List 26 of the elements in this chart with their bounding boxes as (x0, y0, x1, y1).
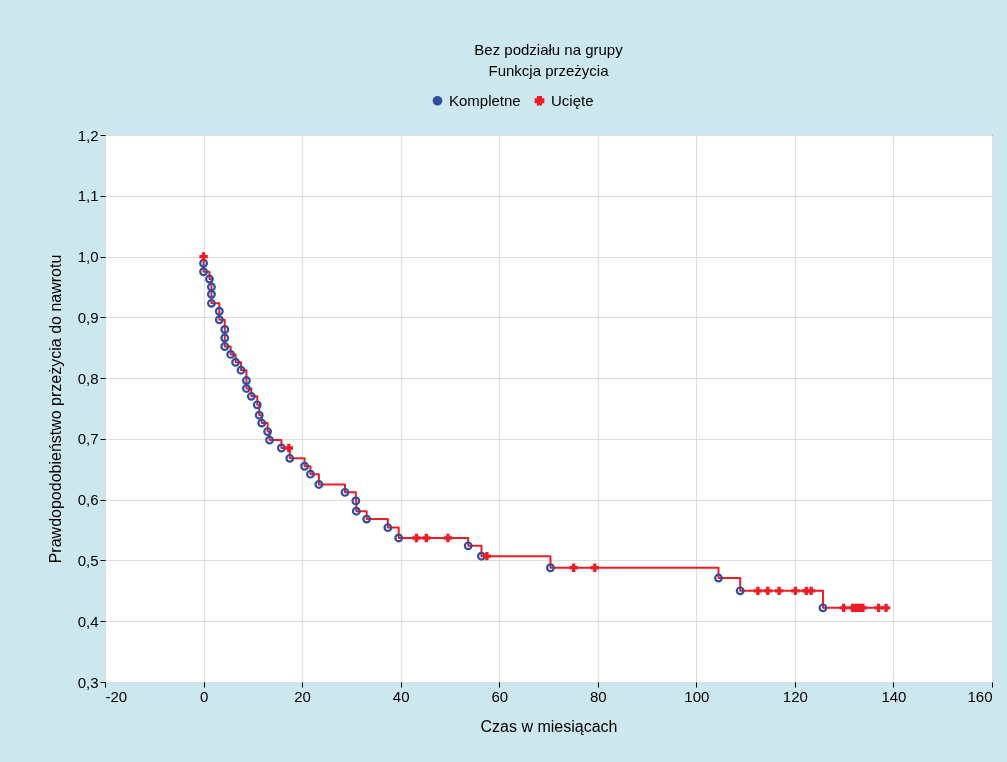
x-tick-label: 20 (294, 687, 311, 705)
y-tick-label: 0,7 (77, 430, 99, 448)
x-tick-label: 140 (881, 687, 907, 705)
y-tick-label: 0,8 (77, 369, 99, 387)
x-tick-label: 100 (684, 687, 710, 705)
y-tick-label: 0,5 (77, 551, 99, 569)
legend-label: Kompletne (449, 91, 521, 109)
y-tick-label: 1,2 (77, 126, 99, 144)
x-tick-label: 80 (589, 687, 607, 705)
chart-subtitle: Funkcja przeżycia (488, 62, 610, 79)
y-tick-label: 1,1 (77, 187, 99, 205)
y-axis-title: Prawdopodobieństwo przeżycia do nawrotu (46, 254, 64, 564)
y-tick-label: 1,0 (77, 248, 99, 266)
y-tick-label: 0,3 (77, 673, 99, 691)
x-axis-title: Czas w miesiącach (480, 717, 618, 735)
y-tick-label: 0,4 (77, 612, 99, 630)
x-tick-label: 0 (199, 687, 209, 705)
x-tick-label: -20 (105, 687, 128, 705)
legend-label: Ucięte (551, 91, 594, 109)
x-tick-label: 160 (967, 687, 993, 705)
x-tick-label: 120 (782, 687, 808, 705)
x-tick-label: 60 (491, 687, 509, 705)
x-tick-label: 40 (392, 687, 410, 705)
y-tick-label: 0,9 (77, 308, 99, 326)
chart-title: Bez podziału na grupy (474, 41, 624, 58)
y-tick-label: 0,6 (77, 491, 99, 509)
